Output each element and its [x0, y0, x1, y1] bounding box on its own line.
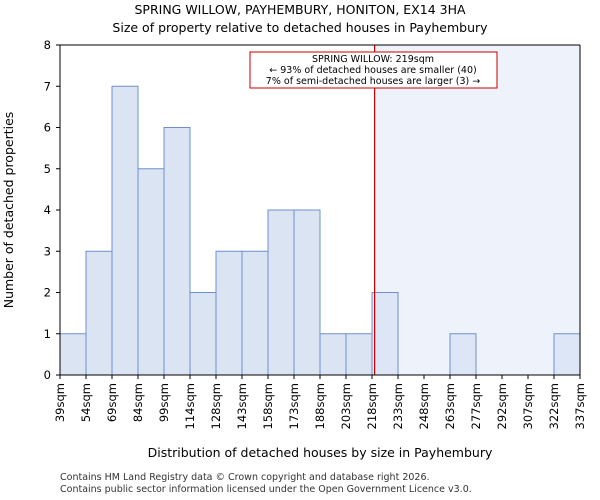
- y-axis-label: Number of detached properties: [1, 112, 16, 309]
- bar-203sqm: [345, 333, 373, 376]
- bar-69sqm: [111, 85, 139, 376]
- y-tick-label: 6: [44, 121, 51, 135]
- x-tick-label: 263sqm: [443, 383, 457, 429]
- y-tick-label: 8: [44, 38, 51, 52]
- bar-114sqm: [189, 292, 217, 376]
- bar-143sqm: [241, 250, 269, 376]
- x-tick-label: 218sqm: [365, 383, 379, 429]
- bar-158sqm: [267, 209, 295, 376]
- x-tick-label: 203sqm: [339, 383, 353, 429]
- bar-263sqm: [449, 333, 477, 376]
- x-tick-label: 143sqm: [235, 383, 249, 429]
- annotation-line-1: SPRING WILLOW: 219sqm: [312, 54, 434, 65]
- bar-84sqm: [137, 168, 165, 376]
- x-tick-label: 54sqm: [79, 383, 93, 422]
- bar-39sqm: [59, 333, 87, 376]
- x-tick-label: 248sqm: [417, 383, 431, 429]
- y-tick-label: 3: [44, 244, 51, 258]
- y-tick-label: 7: [44, 79, 51, 93]
- bar-99sqm: [163, 127, 191, 376]
- bar-173sqm: [293, 209, 321, 376]
- x-tick-label: 128sqm: [209, 383, 223, 429]
- x-tick-label: 188sqm: [313, 383, 327, 429]
- x-axis-label: Distribution of detached houses by size …: [148, 445, 493, 460]
- chart-subtitle: Size of property relative to detached ho…: [112, 20, 488, 35]
- x-tick-label: 233sqm: [391, 383, 405, 429]
- x-tick-label: 292sqm: [495, 383, 509, 429]
- x-tick-label: 84sqm: [131, 383, 145, 422]
- bar-188sqm: [319, 333, 347, 376]
- footer-line-2: Contains public sector information licen…: [60, 484, 472, 495]
- y-tick-label: 2: [44, 286, 51, 300]
- x-tick-label: 277sqm: [469, 383, 483, 429]
- annotation-line-3: 7% of semi-detached houses are larger (3…: [266, 76, 480, 87]
- annotation-line-2: ← 93% of detached houses are smaller (40…: [269, 65, 476, 76]
- y-tick-label: 5: [44, 162, 51, 176]
- x-tick-label: 114sqm: [183, 383, 197, 429]
- bar-322sqm: [553, 333, 581, 376]
- x-tick-label: 322sqm: [547, 383, 561, 429]
- x-tick-label: 337sqm: [573, 383, 587, 429]
- chart-title: SPRING WILLOW, PAYHEMBURY, HONITON, EX14…: [134, 2, 466, 17]
- x-tick-label: 173sqm: [287, 383, 301, 429]
- footer-line-1: Contains HM Land Registry data © Crown c…: [60, 472, 430, 483]
- x-tick-label: 69sqm: [105, 383, 119, 422]
- y-tick-label: 4: [44, 203, 51, 217]
- y-tick-label: 0: [44, 368, 51, 382]
- bar-128sqm: [215, 250, 243, 376]
- x-tick-label: 39sqm: [53, 383, 67, 422]
- x-tick-label: 307sqm: [521, 383, 535, 429]
- annotation-box: [249, 51, 498, 89]
- x-tick-label: 158sqm: [261, 383, 275, 429]
- highlight-region: [374, 45, 580, 375]
- bar-218sqm: [371, 292, 399, 376]
- x-tick-label: 99sqm: [157, 383, 171, 422]
- y-tick-label: 1: [44, 327, 51, 341]
- bar-54sqm: [85, 250, 113, 376]
